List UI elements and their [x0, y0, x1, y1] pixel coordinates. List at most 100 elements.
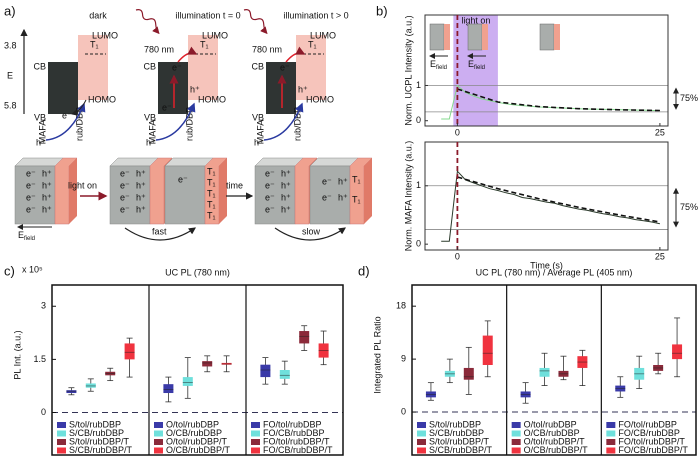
electron: e⁻ — [172, 62, 182, 72]
light-on-label: light on — [68, 180, 97, 190]
box — [279, 370, 290, 379]
legend-swatch — [251, 439, 260, 445]
hole: h⁺ — [42, 168, 52, 178]
electron: e⁻ — [280, 62, 290, 72]
electron: e⁻ — [265, 168, 275, 178]
slab-top — [309, 157, 359, 167]
legend-swatch — [251, 447, 260, 454]
slab-front — [309, 165, 351, 225]
plot-frame — [411, 284, 697, 456]
legend-label: FO/tol/rubDBP/T — [263, 436, 330, 446]
field-label: Efield — [430, 59, 447, 70]
y-tick-label: 18 — [396, 301, 406, 311]
hole: h⁺ — [146, 137, 156, 147]
box — [463, 367, 474, 380]
legend-label: S/CB/rubDBP — [429, 428, 484, 438]
hole: h⁺ — [281, 192, 291, 202]
electron: e⁻ — [120, 204, 130, 214]
wavelength: 780 nm — [144, 44, 174, 54]
legend-swatch — [606, 422, 616, 428]
rub-block — [78, 35, 108, 100]
energy-axis-label: E — [7, 70, 13, 80]
legend-label: S/CB/rubDBP/T — [429, 445, 493, 455]
hole: h⁺ — [338, 176, 348, 186]
rub: rub/DBP — [292, 107, 302, 141]
slab-front — [109, 165, 151, 225]
legend-swatch — [154, 430, 163, 437]
legend-label: FO/CB/rubDBP/T — [263, 445, 333, 455]
legend-swatch — [511, 422, 521, 428]
legend-swatch — [606, 430, 616, 437]
triplet: T₁ — [207, 177, 216, 187]
legend-swatch — [154, 447, 163, 454]
box — [482, 335, 493, 365]
y-tick-label: 0 — [416, 239, 421, 249]
panel-label: b) — [376, 3, 388, 18]
legend-label: O/CB/rubDBP/T — [524, 445, 589, 455]
box — [260, 364, 271, 378]
state-title: illumination t = 0 — [175, 10, 240, 20]
hole: h⁺ — [42, 180, 52, 190]
vb: VB — [144, 112, 156, 122]
legend-label: FO/tol/rubDBP — [618, 419, 677, 429]
rub: rub/DBP — [74, 107, 84, 141]
electron: e⁻ — [178, 174, 188, 184]
hole: h⁺ — [42, 192, 52, 202]
box — [299, 331, 310, 344]
electron: e⁻ — [26, 168, 36, 178]
hole: h⁺ — [281, 204, 291, 214]
slab-top — [109, 157, 159, 167]
slab-edge — [364, 158, 372, 224]
electron: e⁻ — [322, 192, 332, 202]
electron: e⁻ — [120, 168, 130, 178]
energy-tick: 5.8 — [4, 100, 17, 110]
cb: CB — [251, 61, 264, 71]
inset-side — [444, 24, 450, 50]
slow-arrow — [274, 227, 346, 241]
plot-frame — [424, 14, 669, 127]
triplet: T₁ — [352, 174, 361, 184]
field-e: E — [468, 59, 474, 69]
legend-label: O/tol/rubDBP/T — [524, 436, 586, 446]
box — [182, 377, 193, 386]
legend-swatch — [57, 430, 66, 437]
legend-label: O/CB/rubDBP — [524, 428, 580, 438]
electron: e⁻ — [265, 180, 275, 190]
electron: e⁻ — [26, 204, 36, 214]
chart-title: UC PL (780 nm) — [165, 267, 230, 277]
legend-label: S/CB/rubDBP — [69, 428, 124, 438]
legend-label: S/tol/rubDBP/T — [429, 436, 490, 446]
slow-label: slow — [302, 226, 321, 236]
lumo: LUMO — [92, 30, 118, 40]
y-tick-label: 1 — [416, 180, 421, 190]
box — [539, 367, 550, 377]
slab-top — [14, 157, 64, 167]
state-title: illumination t > 0 — [283, 10, 348, 20]
electron: e⁻ — [265, 204, 275, 214]
legend-swatch — [511, 439, 521, 445]
box — [163, 384, 174, 394]
electron: e⁻ — [120, 180, 130, 190]
box — [124, 343, 135, 360]
hole: h⁺ — [298, 84, 308, 94]
legend-label: O/CB/rubDBP — [166, 428, 222, 438]
homo: HOMO — [198, 94, 226, 104]
y-axis-label: Integrated PL Ratio — [372, 316, 382, 393]
mafa-block — [48, 62, 78, 114]
electron: e⁻ — [26, 192, 36, 202]
legend-swatch — [251, 422, 260, 428]
drop-label: 75% — [680, 202, 698, 212]
vb: VB — [252, 112, 264, 122]
field-label: Efield — [18, 230, 35, 241]
fit-line — [457, 176, 661, 223]
x-tick-label: 0 — [455, 127, 460, 137]
photon — [243, 9, 268, 35]
y-axis-label: Norm. MAFA Intensity (a.u.) — [403, 141, 413, 252]
y-tick-label: 0 — [401, 406, 406, 416]
homo: HOMO — [306, 94, 334, 104]
time-label: time — [226, 180, 243, 190]
legend-label: FO/tol/rubDBP — [263, 419, 322, 429]
rub: rub/DBP — [184, 107, 194, 141]
legend-swatch — [57, 447, 66, 454]
